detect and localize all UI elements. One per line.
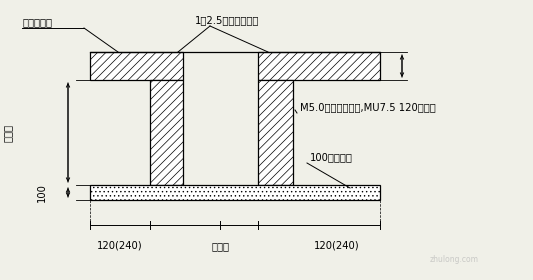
Text: 地梁或承台: 地梁或承台 xyxy=(22,17,52,27)
Text: M5.0水泥砂浆砌筑,MU7.5 120厚砖墙: M5.0水泥砂浆砌筑,MU7.5 120厚砖墙 xyxy=(300,102,436,112)
Text: zhulong.com: zhulong.com xyxy=(430,255,479,264)
Text: 1：2.5水泥砂浆粉刷: 1：2.5水泥砂浆粉刷 xyxy=(195,15,260,25)
Bar xyxy=(150,80,183,185)
Bar xyxy=(90,185,380,200)
Bar xyxy=(258,52,380,80)
Text: 100厚砼垫层: 100厚砼垫层 xyxy=(310,152,353,162)
Text: 120(240): 120(240) xyxy=(314,241,359,251)
Text: 地梁深: 地梁深 xyxy=(3,123,13,141)
Bar xyxy=(90,52,183,80)
Text: 100: 100 xyxy=(37,183,47,202)
Text: 地梁宽: 地梁宽 xyxy=(212,241,230,251)
Bar xyxy=(258,80,293,185)
Text: 120(240): 120(240) xyxy=(97,241,143,251)
